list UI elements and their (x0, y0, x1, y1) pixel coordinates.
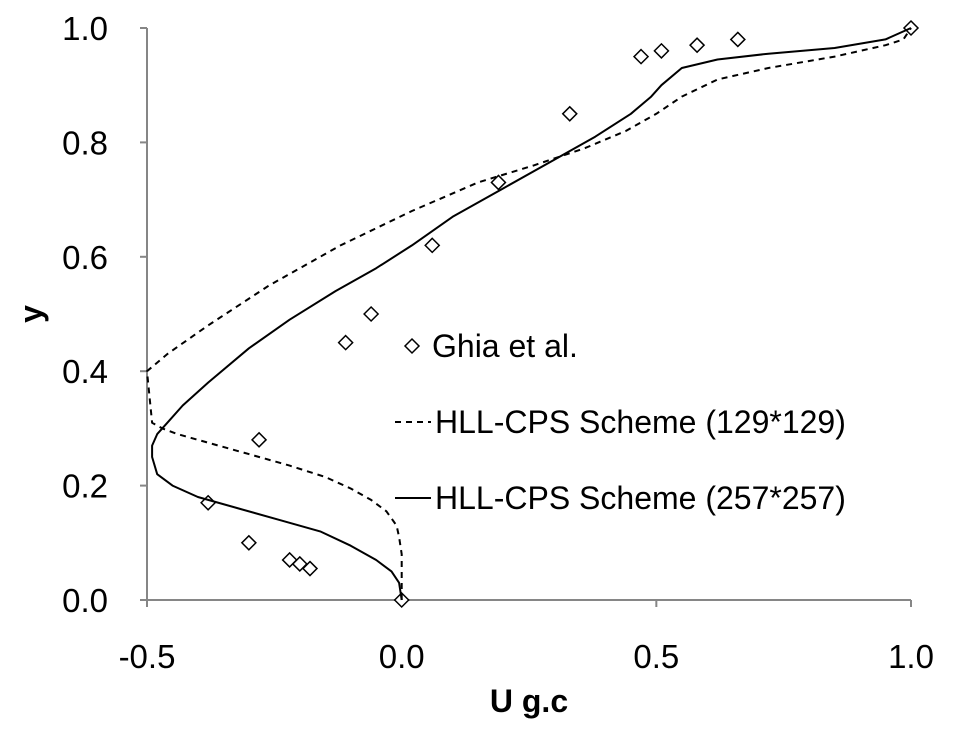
x-tick-labels: -0.5 0.0 0.5 1.0 (119, 638, 934, 675)
series-line-257 (151, 27, 912, 601)
data-point-diamond (250, 431, 268, 448)
data-point-diamond (729, 31, 746, 48)
legend-label: HLL-CPS Scheme (129*129) (435, 404, 846, 440)
y-tick-label: 0.6 (62, 239, 108, 276)
data-point-diamond (632, 48, 650, 65)
data-point-diamond (561, 105, 578, 122)
legend-diamond-icon (403, 337, 421, 355)
y-tick-label: 0.2 (62, 468, 108, 505)
y-axis-title: y (13, 305, 49, 323)
y-tick-labels: 0.0 0.2 0.4 0.6 0.8 1.0 (62, 10, 108, 619)
y-tick-label: 0.0 (62, 582, 108, 619)
data-point-diamond (363, 305, 380, 323)
series-layer (146, 19, 920, 609)
x-tick-label: -0.5 (119, 638, 176, 675)
legend: Ghia et al. HLL-CPS Scheme (129*129) HLL-C… (395, 328, 846, 516)
data-point-diamond (689, 37, 706, 54)
y-tick-label: 0.8 (62, 124, 108, 161)
data-point-diamond (281, 551, 298, 569)
y-tick-label: 0.4 (62, 353, 108, 390)
x-tick-label: 1.0 (888, 638, 934, 675)
y-tick-label: 1.0 (62, 10, 108, 47)
data-point-diamond (337, 334, 354, 351)
x-tick-label: 0.5 (633, 638, 679, 675)
data-point-diamond (490, 174, 507, 191)
series-line-129 (146, 27, 912, 600)
data-point-diamond (424, 237, 441, 254)
data-point-diamond (653, 42, 670, 59)
axes (140, 27, 912, 607)
x-axis-title: U g.c (490, 683, 568, 719)
series-ghia-markers (200, 19, 920, 609)
legend-label: HLL-CPS Scheme (257*257) (435, 480, 846, 516)
x-tick-label: 0.0 (379, 638, 425, 675)
legend-label: Ghia et al. (432, 328, 578, 364)
data-point-diamond (240, 534, 257, 551)
